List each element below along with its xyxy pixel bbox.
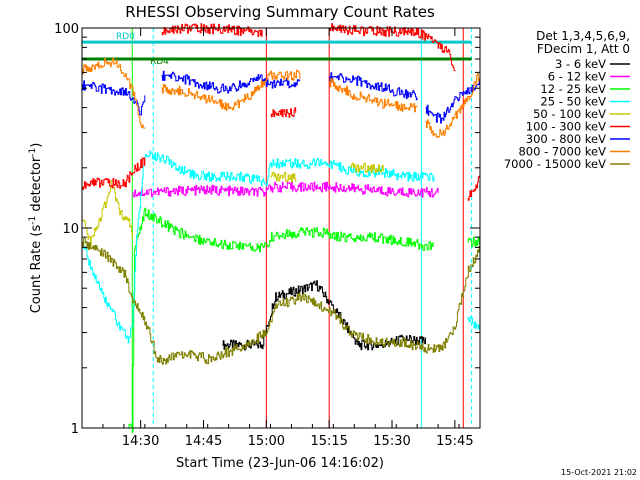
x-tick-label-5: 15:45 bbox=[436, 434, 473, 449]
legend-label-0: 3 - 6 keV bbox=[555, 57, 606, 71]
x-axis-label: Start Time (23-Jun-06 14:16:02) bbox=[176, 456, 384, 471]
series-line-2-0 bbox=[128, 207, 434, 433]
series-line-3-1 bbox=[467, 316, 481, 330]
legend-label-3: 25 - 50 keV bbox=[540, 95, 606, 109]
x-axis-ticks: 14:30 14:45 15:00 15:15 15:30 15:45 bbox=[81, 28, 481, 449]
y-axis-label-main: Count Rate (s bbox=[29, 225, 44, 314]
legend-header-0: Det 1,3,4,5,6,9, bbox=[536, 29, 630, 43]
y-tick-label-2: 100 bbox=[54, 22, 79, 37]
series-line-4-1 bbox=[270, 171, 297, 183]
series-line-5-4 bbox=[467, 173, 481, 201]
y-axis-label-sup: -1 bbox=[28, 216, 38, 225]
footer-timestamp: 15-Oct-2021 21:02 bbox=[561, 468, 637, 477]
series-line-4-2 bbox=[350, 162, 385, 174]
series-line-7-0 bbox=[82, 57, 146, 129]
legend-label-4: 50 - 100 keV bbox=[533, 107, 606, 121]
series-line-5-1 bbox=[161, 23, 263, 38]
y-axis-label-tail: detector bbox=[29, 156, 44, 216]
series-line-7-1 bbox=[161, 69, 301, 111]
y-tick-label-1: 10 bbox=[62, 222, 79, 237]
legend: Det 1,3,4,5,6,9,FDecim 1, Att 03 - 6 keV… bbox=[504, 29, 630, 171]
status-bar-label-rd4: RD4 bbox=[150, 57, 169, 67]
series-2 bbox=[128, 207, 481, 433]
series-line-8-0 bbox=[82, 238, 481, 365]
series-line-6-1 bbox=[161, 70, 301, 94]
legend-label-7: 800 - 7000 keV bbox=[518, 145, 606, 159]
series-line-7-3 bbox=[425, 68, 481, 138]
x-tick-label-4: 15:30 bbox=[373, 434, 410, 449]
chart-title: RHESSI Observing Summary Count Rates bbox=[125, 3, 435, 21]
y-axis-label: Count Rate (s-1 detector-1) bbox=[28, 143, 44, 314]
series-line-6-2 bbox=[329, 72, 418, 101]
y-tick-label-0: 1 bbox=[71, 422, 79, 437]
legend-label-1: 6 - 12 keV bbox=[548, 70, 606, 84]
x-tick-label-0: 14:30 bbox=[122, 434, 159, 449]
series-line-1-0 bbox=[132, 181, 439, 198]
series-line-5-2 bbox=[270, 107, 297, 118]
legend-label-2: 12 - 25 keV bbox=[540, 82, 606, 96]
series-line-6-0 bbox=[82, 80, 146, 116]
series-0 bbox=[222, 280, 426, 351]
series-line-7-2 bbox=[329, 77, 418, 113]
series-line-2-1 bbox=[467, 236, 481, 248]
status-bar-label-rd0: RD0 bbox=[116, 32, 135, 42]
legend-label-6: 300 - 800 keV bbox=[526, 132, 606, 146]
y-axis-label-end: ) bbox=[29, 143, 44, 148]
series-line-6-3 bbox=[425, 78, 481, 124]
series-6 bbox=[82, 70, 481, 124]
series-8 bbox=[82, 238, 481, 365]
series-line-0-0 bbox=[222, 280, 426, 351]
plot-area: RD0 RD4 bbox=[82, 23, 481, 433]
legend-header-1: FDecim 1, Att 0 bbox=[537, 42, 630, 56]
series-7 bbox=[82, 57, 481, 138]
x-tick-label-3: 15:15 bbox=[310, 434, 347, 449]
x-tick-label-1: 14:45 bbox=[185, 434, 222, 449]
y-axis-ticks: 1 10 100 bbox=[54, 22, 480, 437]
series-1 bbox=[132, 181, 439, 198]
series-line-5-0 bbox=[82, 157, 146, 190]
x-tick-label-2: 15:00 bbox=[248, 434, 285, 449]
legend-label-5: 100 - 300 keV bbox=[526, 120, 606, 134]
y-axis-label-sup2: -1 bbox=[28, 148, 38, 157]
legend-label-8: 7000 - 15000 keV bbox=[504, 157, 606, 171]
